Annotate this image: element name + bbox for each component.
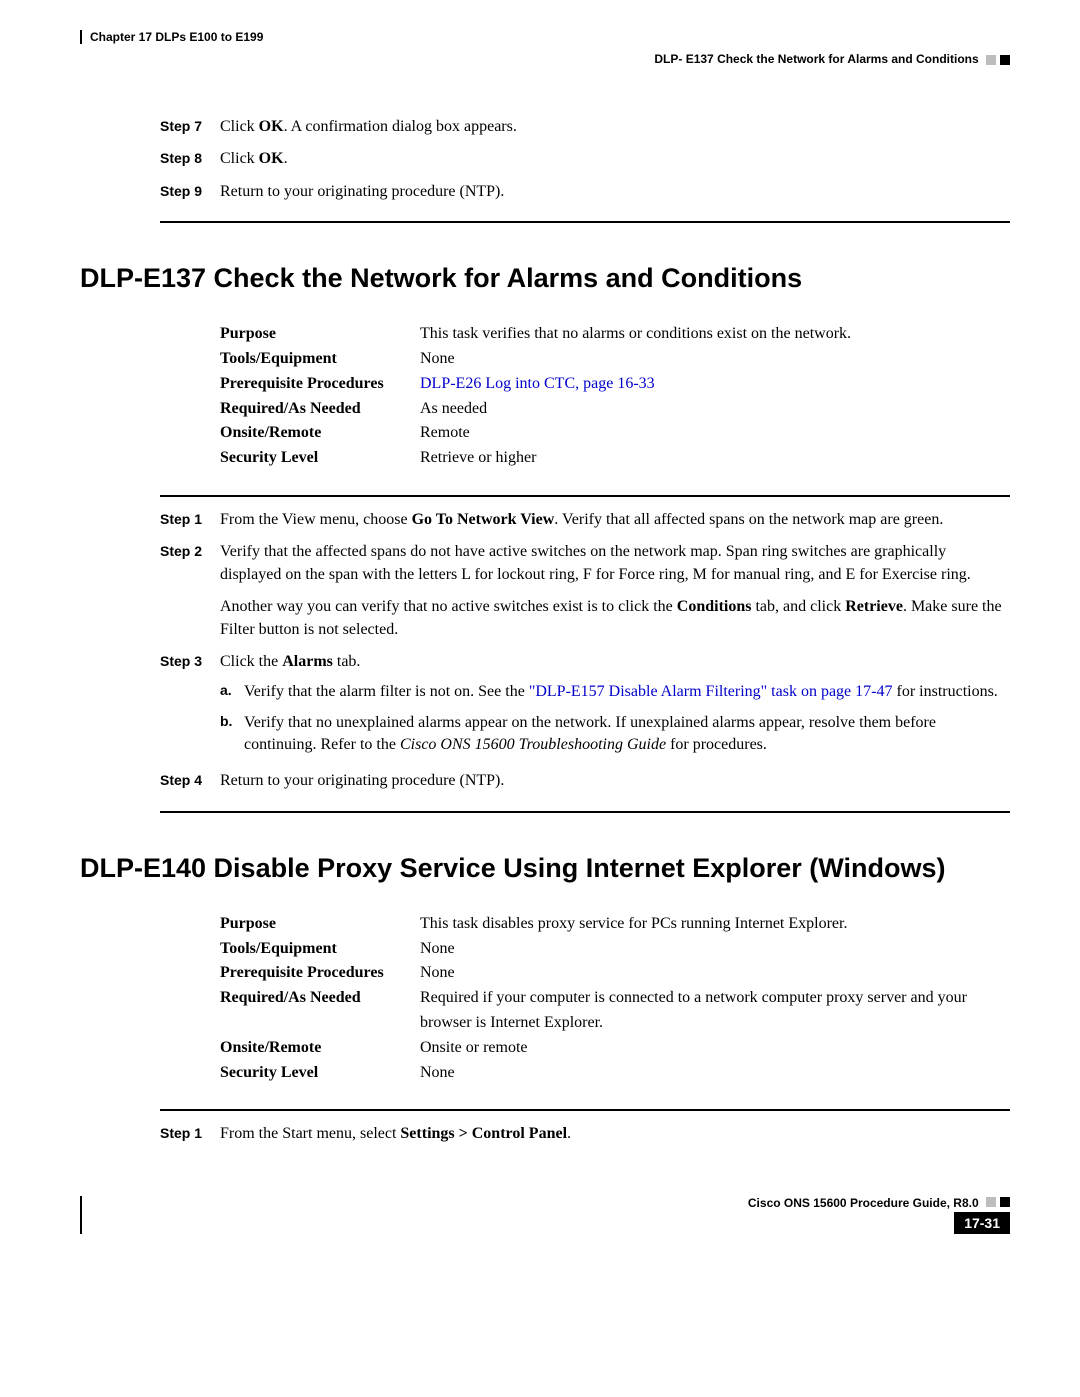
info-value: None [420,961,1010,986]
info-value: DLP-E26 Log into CTC, page 16-33 [420,372,1010,397]
step-text: Return to your originating procedure (NT… [220,181,1010,203]
info-row: Prerequisite ProceduresDLP-E26 Log into … [220,372,1010,397]
info-value: Retrieve or higher [420,446,1010,471]
info-key: Prerequisite Procedures [220,372,420,397]
info-row: PurposeThis task verifies that no alarms… [220,322,1010,347]
info-value: None [420,937,1010,962]
info-value: This task verifies that no alarms or con… [420,322,1010,347]
sub-step-label: b. [220,712,244,757]
info-row: Security LevelRetrieve or higher [220,446,1010,471]
step-row: Step 4Return to your originating procedu… [160,770,1010,792]
info-value: None [420,1061,1010,1086]
divider [160,495,1010,497]
step-text: Click OK. A confirmation dialog box appe… [220,116,1010,138]
info-key: Purpose [220,322,420,347]
info-key: Prerequisite Procedures [220,961,420,986]
step-text: Click OK. [220,148,1010,170]
step-row: Step 8Click OK. [160,148,1010,170]
step-label: Step 8 [160,148,220,170]
info-row: Tools/EquipmentNone [220,347,1010,372]
page-footer: Cisco ONS 15600 Procedure Guide, R8.0 17… [80,1196,1010,1234]
step-row: Step 3Click the Alarms tab.a.Verify that… [160,651,1010,761]
sub-step: a.Verify that the alarm filter is not on… [220,681,1010,703]
section-title-1: DLP-E137 Check the Network for Alarms an… [80,263,1010,294]
page-number: 17-31 [954,1212,1010,1234]
step-text: Click the Alarms tab.a.Verify that the a… [220,651,1010,761]
sub-step: b.Verify that no unexplained alarms appe… [220,712,1010,757]
step-text: From the Start menu, select Settings > C… [220,1123,1010,1145]
step-label: Step 4 [160,770,220,792]
step-row: Step 7Click OK. A confirmation dialog bo… [160,116,1010,138]
info-value: Onsite or remote [420,1036,1010,1061]
step-label: Step 7 [160,116,220,138]
chapter-label: Chapter 17 DLPs E100 to E199 [90,30,1010,44]
info-row: Onsite/RemoteOnsite or remote [220,1036,1010,1061]
step-text: From the View menu, choose Go To Network… [220,509,1010,531]
info-row: Required/As NeededAs needed [220,397,1010,422]
section-title-2: DLP-E140 Disable Proxy Service Using Int… [80,853,1010,884]
info-key: Tools/Equipment [220,347,420,372]
step-row: Step 1From the View menu, choose Go To N… [160,509,1010,531]
info-key: Required/As Needed [220,986,420,1036]
step-label: Step 1 [160,509,220,531]
step-text: Return to your originating procedure (NT… [220,770,1010,792]
info-key: Security Level [220,446,420,471]
step-row: Step 1From the Start menu, select Settin… [160,1123,1010,1145]
info-row: Required/As NeededRequired if your compu… [220,986,1010,1036]
info-row: Onsite/RemoteRemote [220,421,1010,446]
info-key: Required/As Needed [220,397,420,422]
step-label: Step 1 [160,1123,220,1145]
step-label: Step 9 [160,181,220,203]
info-value: None [420,347,1010,372]
header-section: DLP- E137 Check the Network for Alarms a… [80,52,1010,66]
info-key: Security Level [220,1061,420,1086]
info-key: Onsite/Remote [220,1036,420,1061]
info-row: Security LevelNone [220,1061,1010,1086]
info-key: Onsite/Remote [220,421,420,446]
info-key: Purpose [220,912,420,937]
sub-step-text: Verify that the alarm filter is not on. … [244,681,1010,703]
step-row: Step 9Return to your originating procedu… [160,181,1010,203]
divider [160,221,1010,223]
info-value: Required if your computer is connected t… [420,986,1010,1036]
info-row: Tools/EquipmentNone [220,937,1010,962]
step-text: Verify that the affected spans do not ha… [220,541,1010,641]
sub-step-text: Verify that no unexplained alarms appear… [244,712,1010,757]
info-row: PurposeThis task disables proxy service … [220,912,1010,937]
step-label: Step 3 [160,651,220,761]
divider [160,1109,1010,1111]
info-value: This task disables proxy service for PCs… [420,912,1010,937]
info-value: As needed [420,397,1010,422]
step-row: Step 2Verify that the affected spans do … [160,541,1010,641]
info-row: Prerequisite ProceduresNone [220,961,1010,986]
divider [160,811,1010,813]
info-value: Remote [420,421,1010,446]
info-key: Tools/Equipment [220,937,420,962]
sub-step-label: a. [220,681,244,703]
step-label: Step 2 [160,541,220,641]
